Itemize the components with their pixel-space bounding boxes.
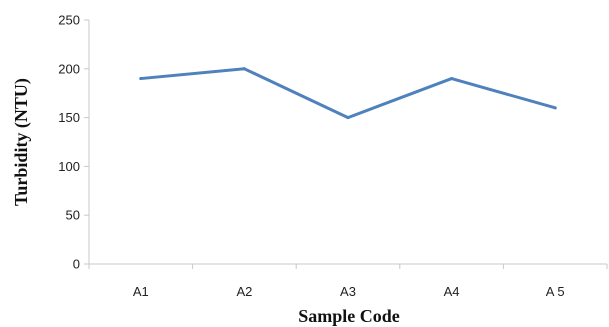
- x-tick-label: A1: [133, 284, 149, 299]
- data-point: [242, 67, 246, 71]
- x-axis: A1 A2 A3 A4 A 5: [88, 263, 608, 299]
- y-tick-label: 50: [66, 208, 80, 223]
- data-point: [346, 116, 350, 120]
- y-tick-label: 250: [58, 13, 80, 28]
- x-tick-label: A3: [340, 284, 356, 299]
- data-point: [450, 77, 454, 81]
- x-tick-label: A4: [444, 284, 460, 299]
- x-tick-label: A2: [236, 284, 252, 299]
- series-layer: [139, 67, 557, 120]
- y-axis-title: Turbidity (NTU): [11, 78, 32, 206]
- series-line: [139, 67, 557, 120]
- y-tick-label: 100: [58, 159, 80, 174]
- x-tick-label: A 5: [546, 284, 565, 299]
- y-tick-label: 0: [73, 257, 80, 272]
- x-axis-title: Sample Code: [298, 306, 400, 326]
- data-point: [139, 77, 143, 81]
- y-axis: 0 50 100 150 200 250: [58, 13, 90, 272]
- data-point: [553, 106, 557, 110]
- y-tick-label: 200: [58, 61, 80, 76]
- y-tick-label: 150: [58, 110, 80, 125]
